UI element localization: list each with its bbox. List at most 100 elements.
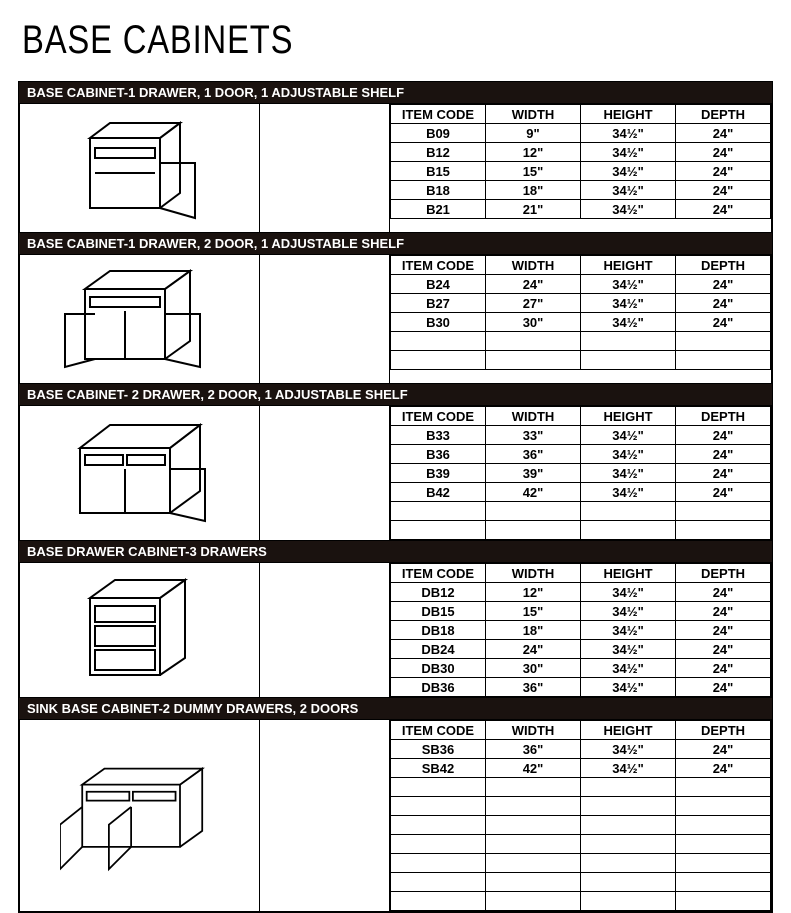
spec-table: ITEM CODEWIDTHHEIGHTDEPTHDB1212"34½"24"D… [390, 563, 771, 697]
section-body: ITEM CODEWIDTHHEIGHTDEPTHDB1212"34½"24"D… [18, 563, 773, 697]
spec-table: ITEM CODEWIDTHHEIGHTDEPTHB3333"34½"24"B3… [390, 406, 771, 540]
cell-depth: 24" [676, 181, 771, 200]
column-header: ITEM CODE [391, 256, 486, 275]
column-header: WIDTH [486, 105, 581, 124]
cell-height: 34½" [581, 678, 676, 697]
spec-table: ITEM CODEWIDTHHEIGHTDEPTHB099"34½"24"B12… [390, 104, 771, 219]
cell-height: 34½" [581, 483, 676, 502]
cell-depth: 24" [676, 640, 771, 659]
table-row: B099"34½"24" [391, 124, 771, 143]
cell-depth: 24" [676, 659, 771, 678]
table-row-empty [391, 351, 771, 370]
cell-width: 24" [486, 640, 581, 659]
table-row-empty [391, 816, 771, 835]
table-row: B1818"34½"24" [391, 181, 771, 200]
column-header: ITEM CODE [391, 564, 486, 583]
spacer-column [260, 563, 390, 697]
cell-depth: 24" [676, 313, 771, 332]
cell-depth: 24" [676, 426, 771, 445]
cell-code: B36 [391, 445, 486, 464]
cell-code: DB24 [391, 640, 486, 659]
cell-depth: 24" [676, 200, 771, 219]
table-row-empty [391, 332, 771, 351]
table-row: DB1818"34½"24" [391, 621, 771, 640]
section-body: ITEM CODEWIDTHHEIGHTDEPTHB099"34½"24"B12… [18, 104, 773, 232]
cell-height: 34½" [581, 659, 676, 678]
table-row-empty [391, 854, 771, 873]
column-header: WIDTH [486, 564, 581, 583]
cell-code: B42 [391, 483, 486, 502]
cabinet-illustration [20, 720, 260, 911]
cell-height: 34½" [581, 621, 676, 640]
cell-depth: 24" [676, 294, 771, 313]
cell-width: 33" [486, 426, 581, 445]
column-header: DEPTH [676, 105, 771, 124]
table-row: DB1515"34½"24" [391, 602, 771, 621]
cell-width: 30" [486, 313, 581, 332]
section-header: BASE CABINET-1 DRAWER, 1 DOOR, 1 ADJUSTA… [18, 81, 773, 104]
cell-width: 27" [486, 294, 581, 313]
cell-code: B15 [391, 162, 486, 181]
table-row: B3939"34½"24" [391, 464, 771, 483]
cell-code: B39 [391, 464, 486, 483]
cell-width: 18" [486, 621, 581, 640]
table-row: DB1212"34½"24" [391, 583, 771, 602]
cell-code: DB18 [391, 621, 486, 640]
cell-depth: 24" [676, 445, 771, 464]
table-row: B1212"34½"24" [391, 143, 771, 162]
column-header: HEIGHT [581, 721, 676, 740]
cell-height: 34½" [581, 640, 676, 659]
spacer-column [260, 406, 390, 540]
cell-width: 12" [486, 583, 581, 602]
cell-depth: 24" [676, 124, 771, 143]
cell-code: B27 [391, 294, 486, 313]
table-row-empty [391, 502, 771, 521]
column-header: ITEM CODE [391, 721, 486, 740]
cell-code: B21 [391, 200, 486, 219]
cell-height: 34½" [581, 124, 676, 143]
cell-code: B18 [391, 181, 486, 200]
cabinet-illustration [20, 104, 260, 232]
column-header: HEIGHT [581, 564, 676, 583]
cell-code: SB36 [391, 740, 486, 759]
section-header: BASE CABINET- 2 DRAWER, 2 DOOR, 1 ADJUST… [18, 383, 773, 406]
table-row-empty [391, 835, 771, 854]
table-row: DB2424"34½"24" [391, 640, 771, 659]
cell-width: 15" [486, 602, 581, 621]
spacer-column [260, 104, 390, 232]
cell-width: 12" [486, 143, 581, 162]
cell-height: 34½" [581, 583, 676, 602]
spec-table: ITEM CODEWIDTHHEIGHTDEPTHB2424"34½"24"B2… [390, 255, 771, 370]
cell-width: 39" [486, 464, 581, 483]
section-body: ITEM CODEWIDTHHEIGHTDEPTHSB3636"34½"24"S… [18, 720, 773, 913]
column-header: HEIGHT [581, 407, 676, 426]
cell-height: 34½" [581, 181, 676, 200]
cell-width: 36" [486, 678, 581, 697]
cell-width: 21" [486, 200, 581, 219]
column-header: DEPTH [676, 407, 771, 426]
cell-width: 36" [486, 740, 581, 759]
cell-width: 42" [486, 759, 581, 778]
cell-height: 34½" [581, 602, 676, 621]
cell-depth: 24" [676, 678, 771, 697]
table-row: B3030"34½"24" [391, 313, 771, 332]
table-row: B3636"34½"24" [391, 445, 771, 464]
section-body: ITEM CODEWIDTHHEIGHTDEPTHB2424"34½"24"B2… [18, 255, 773, 383]
table-row: DB3636"34½"24" [391, 678, 771, 697]
cell-depth: 24" [676, 740, 771, 759]
cabinet-illustration [20, 255, 260, 383]
cell-code: DB12 [391, 583, 486, 602]
spacer-column [260, 255, 390, 383]
cell-width: 42" [486, 483, 581, 502]
column-header: ITEM CODE [391, 105, 486, 124]
cell-width: 36" [486, 445, 581, 464]
cell-depth: 24" [676, 275, 771, 294]
table-row-empty [391, 778, 771, 797]
table-row: SB4242"34½"24" [391, 759, 771, 778]
column-header: DEPTH [676, 256, 771, 275]
cell-height: 34½" [581, 294, 676, 313]
cell-code: DB36 [391, 678, 486, 697]
column-header: WIDTH [486, 256, 581, 275]
cell-height: 34½" [581, 759, 676, 778]
table-row: B1515"34½"24" [391, 162, 771, 181]
